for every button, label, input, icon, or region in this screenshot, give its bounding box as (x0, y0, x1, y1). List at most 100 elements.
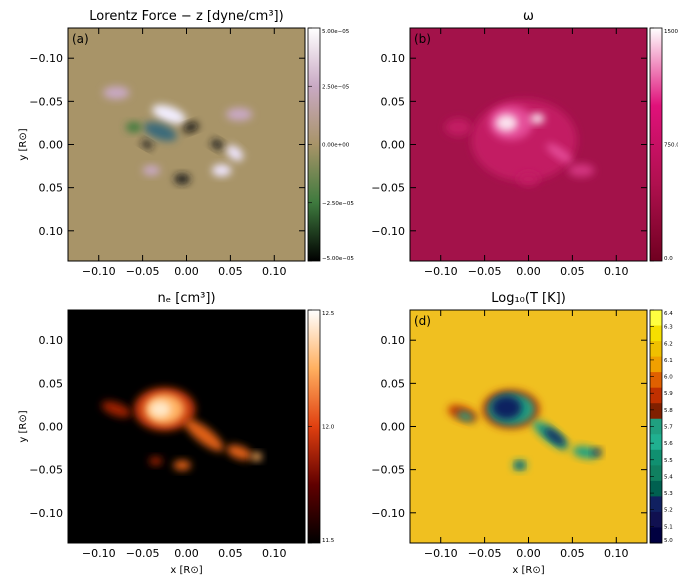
x-axis-label: x [R⊙] (512, 565, 544, 576)
colorbar-segment (650, 387, 662, 404)
y-tick-label: 0.05 (39, 377, 64, 390)
x-tick-label: −0.10 (424, 265, 458, 278)
heatmap-feature (125, 122, 142, 133)
colorbar-segment (650, 310, 662, 327)
panel-c: −0.10 −0.05 0.00 0.05 0.10 −0.10 −0.05 0.00 0.05… (18, 291, 335, 576)
panel-label: (a) (72, 32, 89, 46)
heatmap-feature (445, 118, 472, 136)
heatmap-feature (174, 173, 191, 185)
y-tick-label: −0.10 (371, 225, 405, 238)
colorbar-gradient (650, 28, 662, 261)
colorbar-tick-label: 5.6 (664, 441, 673, 447)
heatmap-feature (143, 122, 177, 142)
y-tick-label: −0.05 (371, 182, 405, 195)
heatmap-feature (495, 114, 518, 132)
colorbar-segment (650, 511, 662, 528)
colorbar-tick-label: 5.7 (664, 425, 673, 431)
heatmap-features (445, 99, 595, 186)
heatmap-feature (572, 446, 599, 459)
y-tick-label: −0.10 (29, 52, 63, 65)
heatmap-feature (152, 104, 186, 124)
colorbar: 12.5 12.0 11.5 (307, 309, 335, 544)
panel-title: nₑ [cm³]) (157, 291, 215, 306)
heatmap-feature (568, 163, 595, 177)
y-tick-label: −0.05 (371, 464, 405, 477)
colorbar-tick-label: 6.0 (664, 375, 673, 381)
x-tick-label: −0.05 (468, 547, 502, 560)
y-tick-label: 0.05 (381, 95, 406, 108)
heatmap-feature (226, 145, 244, 161)
x-tick-label: 0.00 (174, 265, 199, 278)
y-tick-label: 0.10 (381, 52, 406, 65)
x-tick-label: 0.00 (516, 265, 541, 278)
heatmap-feature (456, 411, 474, 422)
colorbar-tick-label: −5.00e−05 (322, 256, 354, 262)
y-tick-label: −0.10 (29, 507, 63, 520)
heatmap-feature (211, 139, 224, 150)
y-tick-label: 0.10 (381, 334, 406, 347)
colorbar-tick-label: 5.2 (664, 508, 673, 514)
heatmap-feature (149, 456, 163, 466)
heatmap-feature (546, 143, 573, 163)
panel-title: Log₁₀(T [K]) (491, 291, 566, 306)
colorbar-tick-label: 5.9 (664, 391, 673, 397)
heatmap-feature (142, 165, 161, 176)
colorbar-tick-label: 11.5 (322, 538, 335, 544)
colorbar-tick-label: −2.50e−05 (322, 201, 354, 207)
x-tick-label: −0.05 (126, 265, 160, 278)
x-tick-label: 0.05 (560, 547, 585, 560)
heatmap-feature (517, 172, 540, 186)
x-tick-label: −0.10 (82, 265, 116, 278)
y-tick-label: −0.10 (371, 507, 405, 520)
heatmap-feature (149, 400, 172, 418)
panel-title: ω (523, 9, 534, 24)
y-tick-label: 0.05 (381, 377, 406, 390)
heatmap-feature (530, 113, 545, 124)
colorbar-segment (650, 480, 662, 497)
panel-label: (c) (72, 314, 88, 328)
y-tick-label: 0.00 (381, 139, 406, 152)
x-tick-label: 0.10 (262, 265, 287, 278)
x-tick-label: −0.05 (468, 265, 502, 278)
heatmap-feature (103, 86, 130, 100)
heatmap-feature (226, 107, 253, 121)
colorbar-segment (650, 527, 662, 544)
heatmap-features (101, 387, 262, 471)
colorbar-tick-label: 750.0 (664, 143, 678, 149)
panel-label: (d) (414, 314, 431, 328)
colorbar-tick-label: 2.50e−05 (322, 84, 350, 90)
colorbar-segment (650, 449, 662, 466)
y-tick-label: 0.10 (39, 225, 64, 238)
y-tick-label: 0.00 (39, 421, 64, 434)
y-tick-label: 0.10 (39, 334, 64, 347)
colorbar-tick-label: 6.2 (664, 341, 673, 347)
colorbar-tick-label: 5.8 (664, 408, 673, 414)
colorbar-tick-label: 5.4 (664, 474, 673, 480)
x-tick-label: 0.10 (604, 547, 629, 560)
colorbar-segment (650, 341, 662, 358)
colorbar-segment (650, 496, 662, 513)
colorbar-gradient (308, 310, 320, 543)
x-tick-label: −0.05 (126, 547, 160, 560)
colorbar-segment (650, 434, 662, 451)
colorbar-tick-label: 5.0 (664, 538, 673, 544)
heatmap-feature (183, 122, 199, 133)
panel-d: −0.10 −0.05 0.00 0.05 0.10 −0.10 −0.05 0.00 0.05… (371, 291, 673, 576)
panel-title: Lorentz Force − z [dyne/cm³]) (89, 9, 283, 24)
y-axis-label: y [R⊙] (18, 410, 29, 442)
x-tick-label: 0.10 (604, 265, 629, 278)
x-tick-label: 0.10 (262, 547, 287, 560)
heatmap-feature (592, 448, 602, 457)
x-tick-label: 0.05 (560, 265, 585, 278)
colorbar-tick-label: 0.0 (664, 256, 673, 262)
colorbar-segment (650, 465, 662, 482)
colorbar-tick-label: 12.5 (322, 311, 335, 317)
heatmap-features (103, 86, 253, 185)
x-tick-label: 0.00 (174, 547, 199, 560)
y-axis-label: y [R⊙] (18, 128, 29, 160)
panel-label: (b) (414, 32, 431, 46)
heatmap-feature (211, 164, 232, 177)
colorbar-tick-label: 12.0 (322, 425, 335, 431)
heatmap-feature (173, 460, 191, 471)
